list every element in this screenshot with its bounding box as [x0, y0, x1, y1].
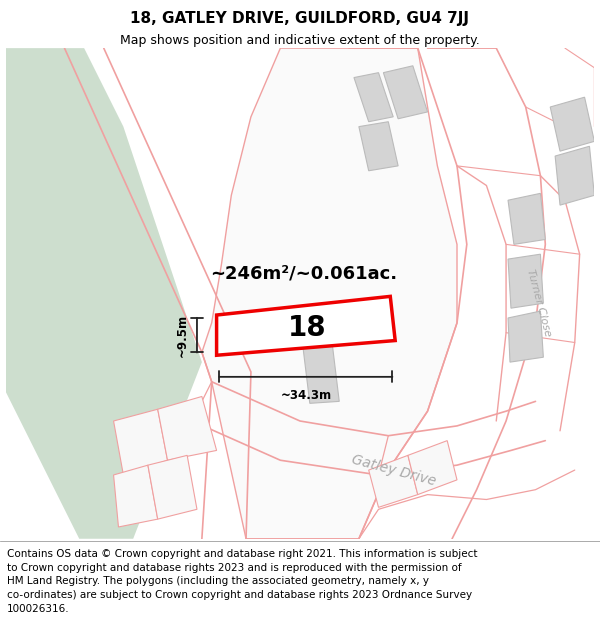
- Text: Gatley Drive: Gatley Drive: [350, 452, 437, 488]
- Polygon shape: [158, 396, 217, 460]
- Text: Turner Close: Turner Close: [524, 268, 552, 338]
- Polygon shape: [550, 97, 595, 151]
- Polygon shape: [508, 311, 544, 362]
- Polygon shape: [508, 254, 544, 308]
- Polygon shape: [354, 72, 393, 122]
- Polygon shape: [5, 48, 202, 539]
- Polygon shape: [113, 409, 167, 475]
- Text: ~34.3m: ~34.3m: [280, 389, 331, 402]
- Polygon shape: [508, 193, 545, 244]
- Polygon shape: [113, 465, 158, 527]
- Polygon shape: [555, 146, 595, 205]
- Polygon shape: [148, 456, 197, 519]
- Polygon shape: [368, 456, 418, 508]
- Text: 18, GATLEY DRIVE, GUILDFORD, GU4 7JJ: 18, GATLEY DRIVE, GUILDFORD, GU4 7JJ: [131, 11, 470, 26]
- Text: ~246m²/~0.061ac.: ~246m²/~0.061ac.: [210, 265, 397, 282]
- Text: ~9.5m: ~9.5m: [176, 314, 189, 357]
- Polygon shape: [217, 296, 395, 355]
- Polygon shape: [408, 441, 457, 494]
- Polygon shape: [300, 321, 339, 403]
- Polygon shape: [383, 66, 428, 119]
- Text: Map shows position and indicative extent of the property.: Map shows position and indicative extent…: [120, 34, 480, 47]
- Text: Contains OS data © Crown copyright and database right 2021. This information is : Contains OS data © Crown copyright and d…: [7, 549, 478, 614]
- Polygon shape: [202, 48, 457, 539]
- Polygon shape: [359, 122, 398, 171]
- Text: 18: 18: [287, 314, 326, 342]
